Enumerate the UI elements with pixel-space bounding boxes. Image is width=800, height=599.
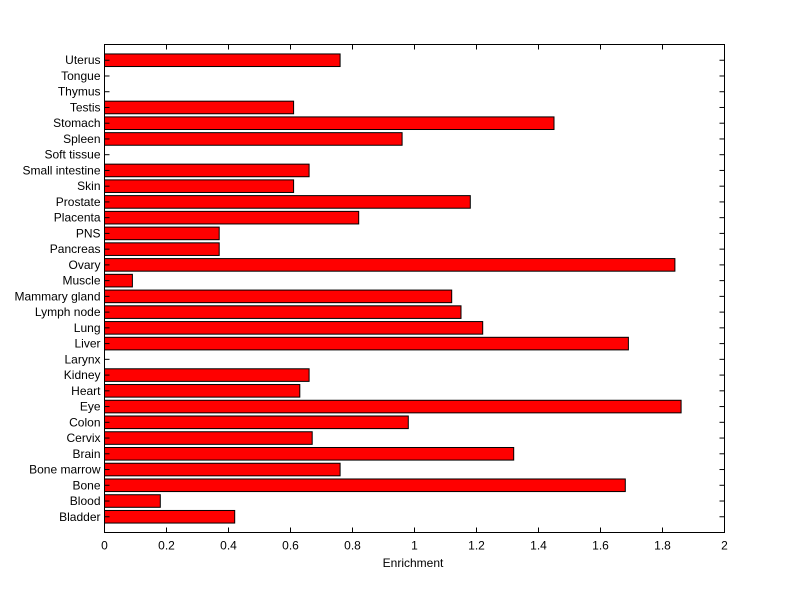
y-tick-label: Pancreas [50,242,101,256]
bar [104,242,220,256]
y-tick-label: Brain [72,447,100,461]
x-axis: 0 0.2 0.4 0.6 0.8 1 1.2 1.4 1.6 1.8 2 [101,44,728,553]
y-tick-label: Placenta [54,211,101,225]
bar [104,446,515,461]
bar [104,258,676,272]
x-tick-label: 1.6 [592,539,609,553]
y-tick-label: Testis [70,100,101,114]
x-tick-label: 1 [411,539,418,553]
bar [104,494,161,508]
y-tick-label: Bone [72,478,100,492]
bar [104,132,403,146]
bar [104,210,360,225]
bar [104,368,310,382]
bar [104,415,409,430]
bar [104,116,555,131]
y-tick-label: Larynx [64,352,100,366]
bar [104,305,462,319]
y-tick-label: Cervix [66,431,100,445]
bar [104,336,629,351]
bars-group [104,53,682,524]
bar [104,321,484,335]
x-tick-label: 0.6 [282,539,299,553]
bar [104,53,341,68]
y-tick-label: Ovary [68,258,100,272]
y-tick-label: Liver [74,337,100,351]
y-tick-label: Eye [80,400,101,414]
y-tick-label: Blood [70,494,101,508]
bar [104,431,313,445]
bar [104,478,626,493]
y-tick-label: PNS [76,226,101,240]
bar [104,462,341,477]
y-tick-label: Soft tissue [44,148,100,162]
y-tick-label: Stomach [53,116,100,130]
y-tick-label: Heart [71,384,101,398]
y-tick-label: Lymph node [35,305,101,319]
y-tick-label: Bone marrow [29,463,101,477]
x-tick-label: 0.8 [344,539,361,553]
bar [104,163,310,178]
y-tick-label: Prostate [56,195,101,209]
y-tick-label: Thymus [58,85,101,99]
x-tick-label: 1.2 [468,539,485,553]
bar [104,226,220,241]
y-tick-label: Spleen [63,132,100,146]
y-tick-label: Small intestine [22,163,100,177]
bar [104,289,453,304]
y-tick-label: Uterus [65,53,100,67]
y-tick-label: Bladder [59,510,100,524]
x-tick-label: 2 [721,539,728,553]
x-tick-label: 0.2 [158,539,175,553]
bar [104,384,301,398]
x-axis-label: Enrichment [383,556,444,570]
y-tick-label: Kidney [64,368,101,382]
y-tick-label: Lung [74,321,101,335]
bar [104,509,236,524]
bar [104,195,471,209]
y-tick-label: Tongue [61,69,101,83]
bar [104,100,295,115]
x-tick-label: 0 [101,539,108,553]
y-tick-label: Skin [77,179,100,193]
bar [104,179,295,193]
y-tick-label: Mammary gland [14,289,100,303]
x-tick-label: 1.8 [654,539,671,553]
x-tick-label: 0.4 [220,539,237,553]
y-tick-label: Colon [69,415,100,429]
bar [104,399,682,414]
x-tick-label: 1.4 [530,539,547,553]
y-tick-label: Muscle [62,274,100,288]
